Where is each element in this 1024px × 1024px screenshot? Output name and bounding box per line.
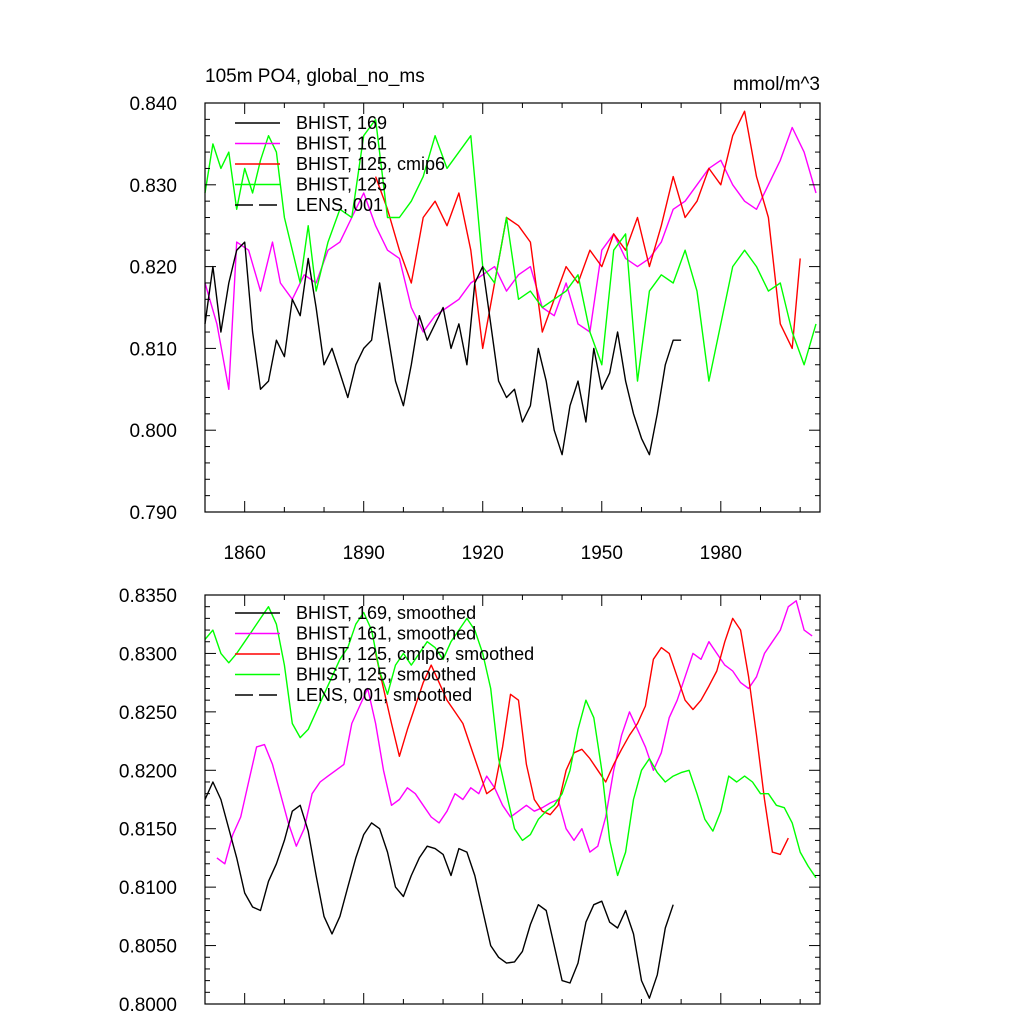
plot-frame xyxy=(204,594,821,1005)
legend-label: BHIST, 161, smoothed xyxy=(296,624,476,644)
bottom-axes: 0.8000 0.8050 0.8100 0.8150 0.8200 0.8250 0.83… xyxy=(119,586,821,1016)
legend-item-bhist-161-smoothed: BHIST, 161, smoothed xyxy=(235,624,476,644)
y-tick-label: 0.800 xyxy=(129,421,177,442)
series-line-bhist-161-smoothed xyxy=(216,600,813,865)
bottom-series-layer xyxy=(204,600,817,999)
bottom-panel: 0.8000 0.8050 0.8100 0.8150 0.8200 0.8250 0.83… xyxy=(119,586,821,1016)
legend-item-bhist-125-smoothed: BHIST, 125, smoothed xyxy=(235,665,476,685)
legend-label: BHIST, 125 xyxy=(296,175,387,195)
y-tick-label: 0.8100 xyxy=(119,878,177,899)
series-line-bhist-125-smoothed xyxy=(204,606,817,879)
y-tick-label: 0.810 xyxy=(129,339,177,360)
series-line-bhist-169 xyxy=(204,241,682,456)
top-panel: 105m PO4, global_no_ms mmol/m^3 0.790 0.8… xyxy=(129,66,821,564)
legend-label: BHIST, 169, smoothed xyxy=(296,603,476,623)
legend-label: BHIST, 161 xyxy=(296,134,387,154)
legend-label: BHIST, 125, cmip6, smoothed xyxy=(296,644,534,664)
legend-item-lens-001-smoothed: LENS, 001, smoothed xyxy=(235,685,472,705)
series-line-bhist-169-smoothed xyxy=(204,781,674,999)
top-series-layer xyxy=(204,110,817,456)
y-tick-label: 0.830 xyxy=(129,176,177,197)
x-tick-label: 1980 xyxy=(700,543,742,564)
plot-frame xyxy=(204,102,821,513)
y-tick-label: 0.840 xyxy=(129,94,177,115)
legend-item-bhist-161: BHIST, 161 xyxy=(235,134,387,154)
legend-item-bhist-125: BHIST, 125 xyxy=(235,175,387,195)
y-tick-label: 0.790 xyxy=(129,503,177,524)
series-line-bhist-125-cmip6-smoothed xyxy=(374,617,789,856)
chart-title: 105m PO4, global_no_ms xyxy=(205,66,425,87)
y-tick-label: 0.8200 xyxy=(119,761,177,782)
legend-item-bhist-169: BHIST, 169 xyxy=(235,113,387,133)
units-label: mmol/m^3 xyxy=(733,74,820,95)
legend-label: LENS, 001, smoothed xyxy=(296,685,472,705)
legend-label: BHIST, 125, smoothed xyxy=(296,665,476,685)
y-tick-label: 0.8000 xyxy=(119,995,177,1016)
legend-item-bhist-125-cmip6-smoothed: BHIST, 125, cmip6, smoothed xyxy=(235,644,534,664)
x-tick-label: 1920 xyxy=(462,543,504,564)
y-tick-label: 0.8250 xyxy=(119,703,177,724)
x-tick-label: 1950 xyxy=(581,543,623,564)
y-tick-label: 0.8350 xyxy=(119,586,177,607)
legend-item-lens-001: LENS, 001 xyxy=(235,195,383,215)
legend-item-bhist-169-smoothed: BHIST, 169, smoothed xyxy=(235,603,476,623)
y-tick-label: 0.8150 xyxy=(119,820,177,841)
y-tick-label: 0.8300 xyxy=(119,644,177,665)
series-line-bhist-125-cmip6 xyxy=(374,110,801,350)
legend-item-bhist-125-cmip6: BHIST, 125, cmip6 xyxy=(235,154,445,174)
top-axes: 0.790 0.800 0.810 0.820 0.830 0.840 1860 1890 19… xyxy=(129,94,821,564)
legend-label: BHIST, 169 xyxy=(296,113,387,133)
y-tick-label: 0.8050 xyxy=(119,937,177,958)
legend-label: BHIST, 125, cmip6 xyxy=(296,154,445,174)
x-tick-label: 1860 xyxy=(224,543,266,564)
legend-label: LENS, 001 xyxy=(296,195,383,215)
x-tick-label: 1890 xyxy=(343,543,385,564)
y-tick-label: 0.820 xyxy=(129,258,177,279)
